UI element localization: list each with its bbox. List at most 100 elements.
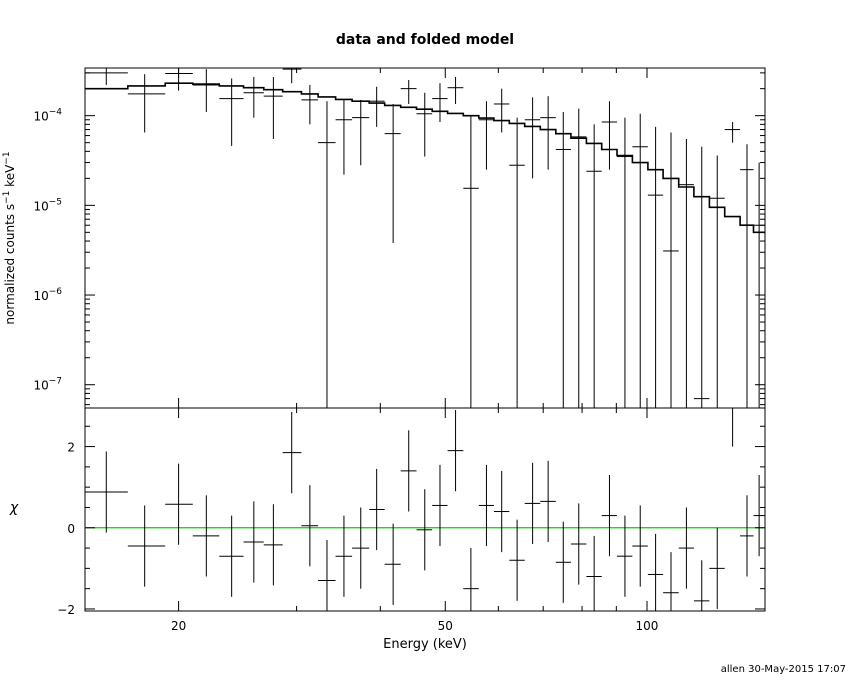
residual-point [352,507,370,589]
ylabel-mid: keV [3,164,17,191]
y-tick-base: 10 [33,110,48,124]
bottom-y-ticks: −2 0 2 [57,425,765,617]
residual-point [243,501,264,583]
residual-point [85,451,128,533]
residual-point [678,507,694,589]
data-point [335,99,353,175]
residual-point [647,533,664,611]
residual-point [540,460,556,542]
residual-point [709,527,725,609]
y-tick-label: 10−7 [33,377,62,393]
data-point [647,126,664,408]
data-point [384,103,401,244]
residual-point [740,495,754,577]
data-point [586,124,602,408]
y-tick-label: 0 [67,522,75,536]
y-tick-label: 10−5 [33,197,62,213]
bottom-y-axis-label: χ [9,500,19,516]
data-point [540,96,556,170]
residual-points [85,407,765,611]
residual-point [693,560,710,611]
data-point [318,101,336,408]
data-point [127,74,166,133]
data-point [616,117,633,408]
y-tick-exp: −7 [49,377,62,387]
ylabel-text: normalized counts s [3,204,17,325]
data-point [524,97,541,179]
ylabel-sup2: −1 [2,151,12,164]
data-point [478,101,494,170]
residual-point [478,464,494,547]
data-point [753,162,765,408]
residual-point [616,515,633,597]
residual-point [384,523,401,605]
residual-point [570,503,587,585]
data-point [693,146,710,408]
data-point [282,68,302,84]
y-tick-exp: −6 [49,287,63,297]
y-tick-base: 10 [33,379,48,393]
bottom-x-ticks: 20 50 100 [171,408,658,633]
data-point [301,84,319,125]
top-x-ticks [178,68,648,408]
residual-point [301,485,319,567]
top-panel: 10−710−610−510−4 normalized counts s−1 k… [2,67,766,409]
data-point [555,111,571,408]
residual-point [335,515,353,597]
data-point [447,76,464,104]
data-point [432,83,448,122]
data-point [243,76,264,118]
residual-point [753,474,765,557]
data-point [570,108,587,408]
residual-point [165,463,193,545]
data-point [352,99,370,166]
data-point [740,144,754,408]
data-point [165,68,193,91]
y-tick-base: 10 [33,289,48,303]
residual-point [586,535,602,611]
x-tick-label: 100 [636,619,659,633]
data-point [632,113,648,408]
data-point [724,121,741,143]
folded-model-line [85,82,765,234]
y-tick-label: −2 [57,603,75,617]
x-tick-label: 20 [171,619,186,633]
data-point [709,155,725,408]
residual-point [263,504,283,586]
residual-point [192,495,220,577]
residual-point [127,505,166,587]
data-point [601,101,617,170]
y-tick-exp: −4 [49,108,63,118]
y-tick-label: 2 [67,441,75,455]
top-y-ticks: 10−710−610−510−4 [33,72,765,406]
y-tick-exp: −5 [49,197,62,207]
residual-point [219,515,244,597]
residual-point [369,468,385,551]
x-tick-label: 50 [438,619,453,633]
data-point [85,68,128,85]
y-tick-base: 10 [33,199,48,213]
top-y-axis-label: normalized counts s−1 keV−1 [2,151,17,324]
x-axis-label: Energy (keV) [383,637,467,652]
data-point [463,115,479,408]
residual-point [400,430,417,512]
residual-point [601,474,617,557]
data-point [192,69,220,112]
residual-point [282,412,302,494]
y-tick-label: 10−4 [33,108,62,124]
residual-point [493,470,510,553]
data-point [509,117,525,408]
ylabel-sup1: −1 [2,191,12,204]
residual-point [416,489,433,571]
data-point [400,79,417,104]
residual-point [447,410,464,492]
residual-point [724,407,741,447]
bottom-panel: −2 0 2 20 50 100 χ Energy (keV) [9,407,766,652]
footer-stamp: allen 30-May-2015 17:07 [721,664,846,675]
data-point [219,78,244,146]
data-point [663,132,679,408]
data-point [369,86,385,127]
data-point [416,92,433,157]
residual-point [432,464,448,547]
